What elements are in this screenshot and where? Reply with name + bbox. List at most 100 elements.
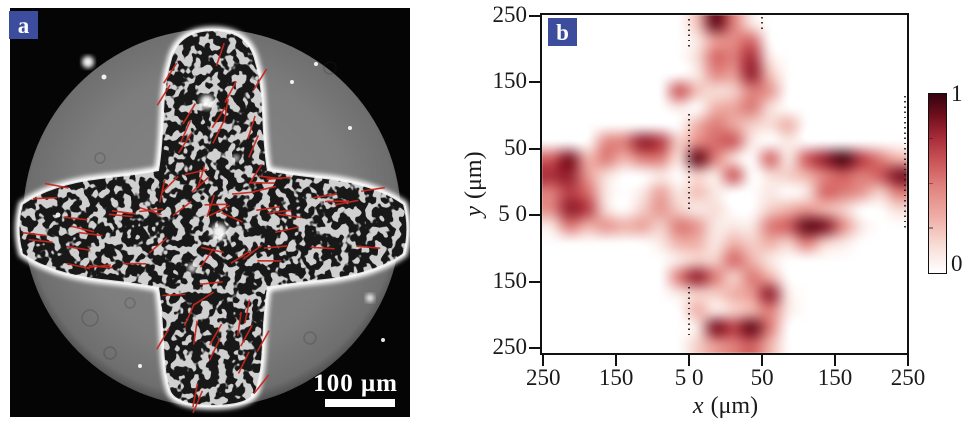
scalebar-bar bbox=[325, 399, 395, 407]
orientation-dash bbox=[206, 194, 216, 217]
orientation-dash bbox=[192, 390, 204, 414]
heatmap-axes-frame bbox=[540, 13, 909, 355]
x-tick-mark bbox=[615, 355, 618, 366]
orientation-dash bbox=[182, 103, 197, 125]
bright-speck bbox=[211, 224, 227, 240]
x-tick-label: 250 bbox=[890, 365, 926, 390]
orientation-dash bbox=[256, 330, 270, 352]
orientation-dash bbox=[66, 262, 91, 270]
orientation-dash bbox=[361, 186, 386, 193]
orientation-dash bbox=[32, 196, 57, 200]
x-axis-variable: x bbox=[692, 393, 704, 419]
y-tick-mark bbox=[529, 147, 540, 150]
orientation-dash bbox=[156, 328, 170, 350]
orientation-dash bbox=[197, 165, 206, 189]
dotted-guide-line bbox=[688, 286, 690, 337]
orientation-dash bbox=[78, 231, 103, 237]
y-tick-label: 150 bbox=[492, 267, 528, 293]
orientation-dash bbox=[63, 216, 88, 221]
heatmap-image bbox=[542, 15, 907, 353]
orientation-dash bbox=[356, 245, 381, 250]
orientation-dash bbox=[242, 244, 263, 260]
y-tick-label: 150 bbox=[492, 68, 528, 94]
orientation-dash bbox=[221, 212, 243, 223]
x-tick-mark bbox=[688, 355, 691, 366]
orientation-dash bbox=[224, 80, 237, 103]
colorbar-min-label: 0 bbox=[951, 251, 963, 276]
orientation-dash bbox=[199, 247, 215, 268]
y-tick-mark bbox=[529, 280, 540, 283]
orientation-dash bbox=[162, 293, 186, 297]
orientation-dash bbox=[236, 311, 242, 336]
orientation-dash bbox=[111, 210, 136, 215]
orientation-dash bbox=[212, 121, 225, 144]
orientation-dash bbox=[22, 231, 47, 237]
x-tick-label: 250 bbox=[525, 365, 561, 390]
orientation-dash bbox=[256, 205, 281, 212]
orientation-dash bbox=[191, 176, 210, 193]
dotted-guide-line bbox=[904, 95, 906, 229]
bright-speck bbox=[290, 80, 294, 84]
orientation-dash bbox=[208, 323, 223, 346]
y-tick-label: 5 0 bbox=[498, 201, 527, 227]
y-tick-label: 250 bbox=[492, 2, 528, 27]
orientation-dash bbox=[139, 206, 162, 216]
debris-ring bbox=[303, 331, 317, 345]
panel-b-letter: b bbox=[548, 18, 577, 46]
orientation-dash bbox=[192, 383, 199, 408]
orientation-dash bbox=[310, 246, 335, 250]
cell-orientation-dashes bbox=[22, 42, 386, 414]
orientation-dash bbox=[267, 209, 292, 214]
orientation-dash bbox=[156, 84, 171, 106]
colorbar bbox=[928, 93, 947, 274]
y-axis-title: y (μm) bbox=[461, 119, 487, 249]
orientation-dash bbox=[66, 245, 91, 252]
orientation-dash bbox=[325, 200, 350, 203]
orientation-dash bbox=[28, 238, 53, 243]
orientation-dash bbox=[108, 213, 133, 218]
y-tick-mark bbox=[529, 346, 540, 350]
debris-ring bbox=[94, 152, 106, 164]
micrograph-panel: 100 μm bbox=[10, 8, 411, 417]
debris-ring bbox=[103, 346, 117, 360]
x-tick-mark bbox=[833, 355, 837, 366]
orientation-dash bbox=[252, 185, 277, 193]
bright-speck bbox=[55, 212, 61, 218]
bright-speck bbox=[366, 294, 374, 302]
orientation-dash bbox=[244, 299, 251, 324]
bright-speck bbox=[314, 62, 318, 66]
orientation-dash bbox=[248, 164, 263, 185]
orientation-dash bbox=[172, 200, 192, 217]
orientation-dash bbox=[70, 225, 95, 233]
orientation-dash bbox=[179, 120, 192, 143]
bright-speck bbox=[251, 393, 255, 397]
x-tick-label: 150 bbox=[598, 365, 634, 390]
orientation-dash bbox=[223, 98, 229, 123]
debris-ring bbox=[81, 309, 99, 327]
orientation-dash bbox=[240, 324, 253, 347]
orientation-dash bbox=[237, 351, 250, 374]
orientation-dash bbox=[208, 204, 231, 217]
orientation-dash bbox=[258, 175, 282, 180]
y-axis-variable: y bbox=[461, 205, 487, 217]
orientation-dash bbox=[231, 191, 256, 195]
orientation-dash bbox=[253, 374, 270, 395]
orientation-dash bbox=[193, 291, 215, 306]
orientation-dash bbox=[199, 280, 223, 286]
orientation-dash bbox=[183, 303, 195, 327]
orientation-dash bbox=[277, 213, 302, 219]
y-tick-mark bbox=[529, 81, 540, 84]
bright-speck bbox=[200, 95, 214, 109]
orientation-dash bbox=[230, 250, 251, 264]
x-tick-label: 50 bbox=[750, 365, 774, 390]
bright-speck bbox=[138, 364, 142, 368]
debris-ring bbox=[323, 61, 337, 75]
y-axis-unit: (μm) bbox=[461, 151, 487, 199]
colorbar-notch bbox=[929, 227, 933, 229]
bright-speck bbox=[101, 74, 107, 80]
x-tick-label: 5 0 bbox=[674, 365, 704, 390]
y-tick-mark bbox=[529, 214, 540, 217]
colony-outline bbox=[17, 28, 409, 408]
orientation-dash bbox=[215, 42, 225, 67]
